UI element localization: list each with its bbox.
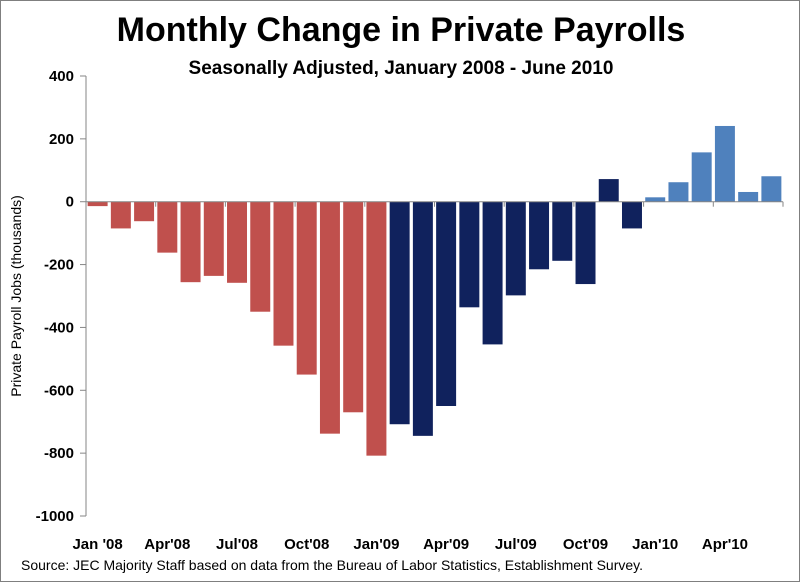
bar	[296, 201, 317, 375]
x-tick-label: Jul'08	[216, 536, 258, 553]
x-tick-label: Oct'09	[563, 536, 608, 553]
bar	[227, 201, 248, 283]
bar	[87, 201, 108, 207]
y-tick-label: 200	[49, 131, 74, 148]
bar	[203, 201, 224, 276]
y-tick-label: 0	[66, 194, 74, 211]
chart-source-note: Source: JEC Majority Staff based on data…	[21, 557, 644, 573]
bar	[436, 201, 457, 406]
bar	[250, 201, 271, 312]
x-tick-label: Jan '08	[72, 536, 122, 553]
y-tick-label: 400	[49, 68, 74, 85]
x-tick-label: Apr'09	[423, 536, 469, 553]
x-tick-label: Oct'08	[284, 536, 329, 553]
bar	[621, 201, 642, 229]
y-tick-label: -800	[44, 445, 74, 462]
bar	[761, 176, 782, 202]
x-tick-label: Jan'09	[353, 536, 399, 553]
x-tick-label: Jan'10	[632, 536, 678, 553]
bar	[505, 201, 526, 296]
y-tick-label: -400	[44, 319, 74, 336]
bar	[529, 201, 550, 270]
y-tick-label: -600	[44, 382, 74, 399]
x-tick-label: Apr'08	[144, 536, 190, 553]
bar	[645, 197, 666, 202]
bar	[668, 182, 689, 202]
bar	[180, 201, 201, 283]
bar	[157, 201, 178, 253]
chart-subtitle: Seasonally Adjusted, January 2008 - June…	[188, 58, 614, 79]
y-tick-label: -1000	[36, 508, 74, 525]
x-tick-label: Jul'09	[495, 536, 537, 553]
chart-title: Monthly Change in Private Payrolls	[116, 11, 686, 49]
y-tick-label: -200	[44, 257, 74, 274]
bar	[482, 201, 503, 345]
bar	[459, 201, 480, 308]
y-axis-title: Private Payroll Jobs (thousands)	[8, 195, 24, 397]
bar	[273, 201, 294, 346]
bar	[343, 201, 364, 413]
x-tick-label: Apr'10	[702, 536, 748, 553]
bar	[366, 201, 387, 456]
bar	[110, 201, 131, 229]
bar	[691, 152, 712, 202]
bar	[412, 201, 433, 436]
bar	[598, 179, 619, 202]
bar	[714, 125, 735, 202]
bar	[552, 201, 573, 261]
bar	[738, 191, 759, 202]
bar	[575, 201, 596, 285]
bar	[134, 201, 155, 222]
bar	[389, 201, 410, 425]
bar	[319, 201, 340, 434]
